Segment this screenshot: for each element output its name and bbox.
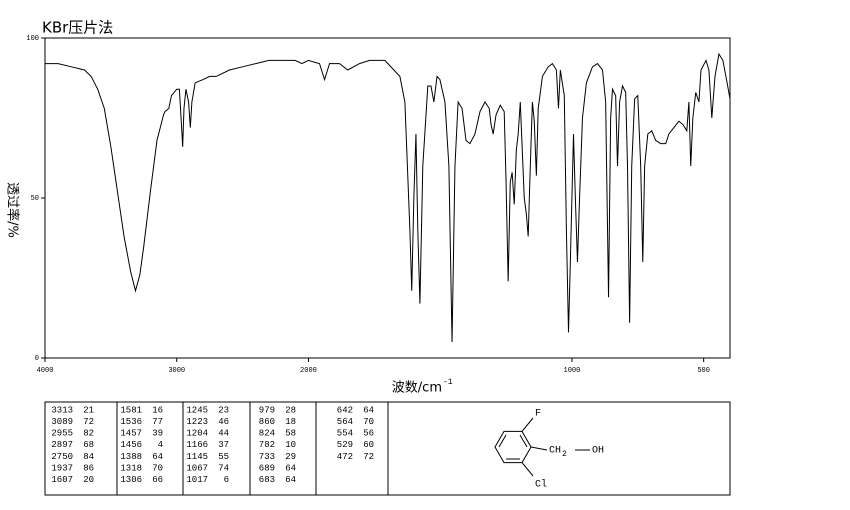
peak-transmittance: 72	[83, 417, 94, 427]
x-tick-label: 3000	[168, 367, 185, 375]
y-tick-label: 50	[31, 195, 39, 203]
peak-wavenumber: 2955	[51, 429, 73, 439]
y-tick-label: 100	[26, 35, 39, 43]
peak-transmittance: 37	[218, 440, 229, 450]
bond-f	[521, 417, 534, 432]
peak-wavenumber: 529	[337, 440, 353, 450]
peak-wavenumber: 1017	[186, 475, 208, 485]
peak-wavenumber: 1318	[120, 463, 142, 473]
peak-wavenumber: 1067	[186, 463, 208, 473]
y-tick-label: 0	[35, 355, 39, 363]
peak-wavenumber: 683	[259, 475, 275, 485]
x-tick-label: 4000	[37, 367, 54, 375]
x-tick-label: 2000	[300, 367, 317, 375]
peak-transmittance: 74	[218, 463, 229, 473]
x-tick-label: 500	[697, 367, 710, 375]
peak-wavenumber: 1388	[120, 452, 142, 462]
atom-label: Cl	[535, 479, 547, 491]
peak-transmittance: 82	[83, 429, 94, 439]
peak-transmittance: 16	[152, 405, 163, 415]
peak-transmittance: 28	[285, 405, 296, 415]
peak-transmittance: 44	[218, 429, 229, 439]
peak-transmittance: 70	[363, 417, 374, 427]
atom-label-subscript: 2	[562, 450, 567, 459]
peak-transmittance: 6	[224, 475, 229, 485]
peak-wavenumber: 782	[259, 440, 275, 450]
peak-transmittance: 64	[152, 452, 163, 462]
peak-transmittance: 77	[152, 417, 163, 427]
peak-transmittance: 66	[152, 475, 163, 485]
peak-wavenumber: 1456	[120, 440, 142, 450]
peak-wavenumber: 1607	[51, 475, 73, 485]
peak-wavenumber: 1306	[120, 475, 142, 485]
peak-wavenumber: 1145	[186, 452, 208, 462]
table-dividers	[116, 402, 389, 495]
peak-transmittance: 29	[285, 452, 296, 462]
x-axis-label-superscript: -1	[443, 378, 453, 387]
plot-frame	[44, 37, 731, 359]
peak-wavenumber: 1937	[51, 463, 73, 473]
structure-bonds	[494, 417, 590, 477]
bond-ch2	[530, 446, 548, 451]
atom-label: F	[535, 409, 541, 420]
double-bond	[498, 434, 507, 448]
double-bond	[519, 434, 528, 448]
peak-transmittance: 20	[83, 475, 94, 485]
x-axis-label: 波数/cm	[392, 381, 442, 396]
peak-transmittance: 64	[363, 405, 374, 415]
peak-wavenumber: 1457	[120, 429, 142, 439]
benzene-ring	[494, 430, 532, 464]
peak-transmittance: 55	[218, 452, 229, 462]
peak-transmittance: 64	[285, 463, 296, 473]
peak-wavenumber: 860	[259, 417, 275, 427]
peak-wavenumber: 979	[259, 405, 275, 415]
peak-wavenumber: 1223	[186, 417, 208, 427]
peak-transmittance: 10	[285, 440, 296, 450]
peak-wavenumber: 1536	[120, 417, 142, 427]
peak-wavenumber: 1581	[120, 405, 142, 415]
peak-transmittance: 23	[218, 405, 229, 415]
peak-transmittance: 39	[152, 429, 163, 439]
peak-wavenumber: 689	[259, 463, 275, 473]
peak-wavenumber: 472	[337, 452, 353, 462]
peak-transmittance: 46	[218, 417, 229, 427]
peak-transmittance: 18	[285, 417, 296, 427]
peak-wavenumber: 3089	[51, 417, 73, 427]
peak-transmittance: 70	[152, 463, 163, 473]
peak-wavenumber: 564	[337, 417, 353, 427]
peak-wavenumber: 642	[337, 405, 353, 415]
atom-label: CH	[549, 446, 561, 457]
bond-cl	[521, 462, 534, 477]
peak-transmittance: 68	[83, 440, 94, 450]
peak-wavenumber: 733	[259, 452, 275, 462]
peak-transmittance: 64	[285, 475, 296, 485]
peak-transmittance: 4	[158, 440, 163, 450]
peak-transmittance: 58	[285, 429, 296, 439]
chart-title: KBr压片法	[42, 19, 113, 37]
peak-transmittance: 86	[83, 463, 94, 473]
peak-wavenumber: 3313	[51, 405, 73, 415]
y-axis-label: 透过率/%	[5, 182, 21, 238]
peak-wavenumber: 2750	[51, 452, 73, 462]
x-tick-label: 1000	[564, 367, 581, 375]
peak-wavenumber: 2897	[51, 440, 73, 450]
peak-transmittance: 60	[363, 440, 374, 450]
peak-transmittance: 72	[363, 452, 374, 462]
spectrum-line	[45, 52, 731, 343]
peak-wavenumber: 554	[337, 429, 353, 439]
peak-transmittance: 21	[83, 405, 94, 415]
peak-transmittance: 56	[363, 429, 374, 439]
peak-transmittance: 84	[83, 452, 94, 462]
atom-label: OH	[592, 446, 604, 457]
peak-wavenumber: 1204	[186, 429, 208, 439]
peak-wavenumber: 824	[259, 429, 275, 439]
peak-wavenumber: 1166	[186, 440, 208, 450]
peak-wavenumber: 1245	[186, 405, 208, 415]
